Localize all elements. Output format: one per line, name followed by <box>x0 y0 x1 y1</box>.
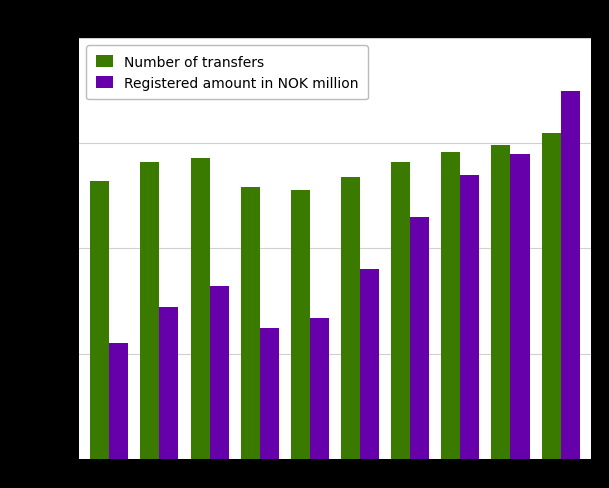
Bar <box>140 163 160 459</box>
Bar <box>341 178 360 459</box>
Bar <box>410 218 429 459</box>
Bar <box>510 154 530 459</box>
Bar <box>541 133 561 459</box>
Bar <box>391 163 410 459</box>
Bar <box>460 176 479 459</box>
Legend: Number of transfers, Registered amount in NOK million: Number of transfers, Registered amount i… <box>86 46 368 100</box>
Bar <box>90 182 109 459</box>
Bar <box>160 307 178 459</box>
Bar <box>109 344 128 459</box>
Bar <box>241 188 259 459</box>
Bar <box>310 318 329 459</box>
Bar <box>259 328 279 459</box>
Bar <box>291 190 310 459</box>
Bar <box>442 152 460 459</box>
Bar <box>561 92 580 459</box>
Bar <box>209 286 228 459</box>
Bar <box>491 146 510 459</box>
Bar <box>191 159 209 459</box>
Bar <box>360 270 379 459</box>
